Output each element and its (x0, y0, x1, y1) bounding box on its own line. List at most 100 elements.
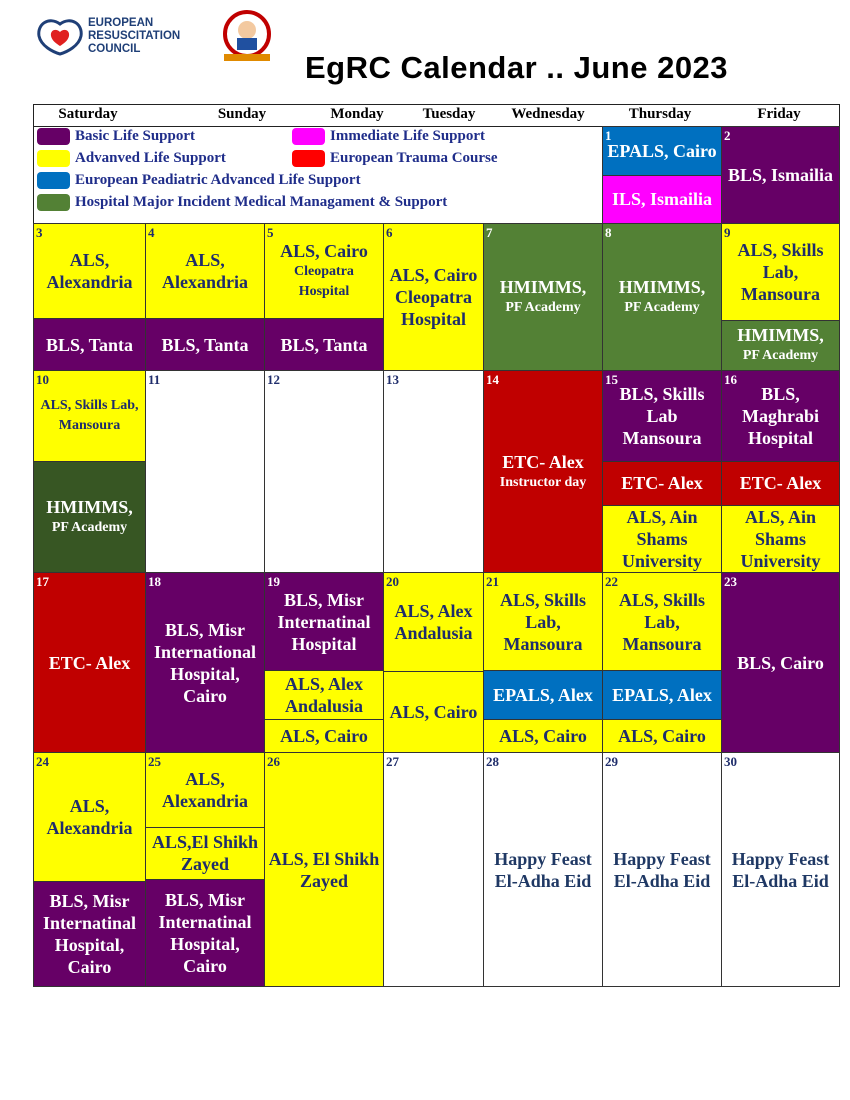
day-number: 13 (386, 372, 399, 387)
event: ALS, Skills Lab, Mansoura (603, 573, 721, 671)
event-title: BLS, Skills Lab Mansoura (619, 383, 705, 448)
event-title: ETC- Alex (621, 473, 703, 494)
event-title: Happy Feast El-Adha Eid (494, 848, 592, 891)
legend-swatch (37, 172, 70, 189)
event-title: EPALS, Alex (493, 685, 593, 706)
event: ALS, Skills Lab, Mansoura (722, 224, 839, 320)
event: Happy Feast El-Adha Eid (484, 753, 602, 986)
day-number: 17 (36, 574, 49, 589)
day-cell: ALS, Skills Lab, Mansoura HMIMMS, PF Acade… (33, 370, 146, 573)
day-cell: BLS, Misr Internatinal Hospital ALS, Alex… (264, 572, 384, 753)
event-title: Happy Feast El-Adha Eid (731, 848, 830, 891)
day-cell: ETC- Alex 17 (33, 572, 146, 753)
legend-label: Advanved Life Support (75, 150, 226, 166)
event: ALS, Alexandria (34, 753, 145, 881)
event-detail: PF Academy (624, 300, 700, 315)
event: BLS, Maghrabi Hospital (722, 371, 839, 461)
day-cell: ALS, Alex Andalusia ALS, Cairo 20 (383, 572, 484, 753)
day-number: 28 (486, 754, 499, 769)
event: Happy Feast El-Adha Eid (603, 753, 721, 986)
day-cell: 13 (383, 370, 484, 573)
event: ETC- Alex (603, 460, 721, 506)
event-title: ALS, Ain Shams University (622, 507, 702, 572)
event-title: BLS, Misr Internatinal Hospital, Cairo (158, 889, 252, 976)
event-title: ALS,El Shikh Zayed (151, 832, 259, 875)
day-cell: ALS, El Shikh Zayed 26 (264, 752, 384, 987)
event-title: ALS, Cairo (389, 701, 478, 722)
event-title: ALS, Skills Lab, Mansoura (737, 239, 824, 304)
logo-line: EUROPEAN (88, 17, 154, 29)
event: ALS, Cairo Cleopatra Hospital (384, 224, 483, 370)
event-title: ETC- Alex (739, 473, 822, 494)
day-cell: ALS, Alexandria BLS, Tanta 4 (145, 223, 265, 371)
day-number: 9 (724, 225, 731, 240)
event: BLS, Cairo (722, 573, 839, 752)
event-title: BLS, Misr International Hospital, Cairo (153, 619, 256, 706)
day-number: 15 (605, 372, 618, 387)
day-number: 11 (148, 372, 161, 387)
logo-line: RESUSCITATION (88, 30, 181, 42)
event-title: BLS, Tanta (45, 334, 134, 355)
legend-swatch (292, 150, 325, 167)
day-cell: BLS, Skills Lab Mansoura ETC- Alex ALS, Ai… (602, 370, 722, 573)
event-title: BLS, Ismailia (727, 165, 834, 185)
event: ALS, Alexandria (146, 753, 264, 827)
event-detail: PF Academy (51, 520, 128, 535)
day-number: 4 (148, 225, 155, 240)
event-title: ALS, Alex Andalusia (284, 674, 364, 717)
day-number: 24 (36, 754, 49, 769)
day-cell: ETC- Alex Instructor day 14 (483, 370, 603, 573)
legend-item: European Peadiatric Advanced Life Suppor… (37, 172, 361, 189)
event-title: ALS, Alex Andalusia (394, 600, 473, 643)
event: BLS, Misr Internatinal Hospital, Cairo (146, 878, 264, 986)
event-title: Happy Feast El-Adha Eid (613, 848, 711, 891)
day-cell: Happy Feast El-Adha Eid 30 (721, 752, 840, 987)
event-title: HMIMMS, (499, 277, 587, 297)
event-title: HMIMMS, (46, 497, 133, 517)
event-detail: PF Academy (742, 348, 819, 364)
day-cell: ALS, Cairo Cleopatra Hospital 6 (383, 223, 484, 371)
event: ALS, Alex Andalusia (265, 670, 383, 720)
event: ILS, Ismailia (603, 174, 721, 223)
day-number: 26 (267, 754, 280, 769)
event: ALS,El Shikh Zayed (146, 826, 264, 879)
event-detail: Instructor day (499, 474, 587, 490)
event: HMIMMS, PF Academy (603, 224, 721, 370)
event: HMIMMS, PF Academy (484, 224, 602, 370)
event-title: BLS, Cairo (737, 652, 824, 673)
day-cell: BLS, Maghrabi Hospital ETC- Alex ALS, Ain … (721, 370, 840, 573)
event: EPALS, Alex (484, 670, 602, 720)
day-number: 16 (724, 372, 737, 387)
day-number: 6 (386, 225, 393, 240)
event-title: ILS, Ismailia (611, 189, 713, 210)
event: EPALS, Alex (603, 670, 721, 720)
day-header: Thursday (628, 106, 692, 122)
event: BLS, Tanta (34, 318, 145, 370)
event: ALS, Alexandria (146, 224, 264, 319)
event: ALS, Cairo (265, 719, 383, 752)
event: ALS, El Shikh Zayed (265, 753, 383, 986)
day-number: 8 (605, 225, 612, 240)
day-header: Monday (330, 106, 384, 122)
event-title: BLS, Maghrabi Hospital (741, 383, 819, 448)
event-title: ALS, Cairo (618, 726, 706, 747)
event: BLS, Misr Internatinal Hospital, Cairo (34, 880, 145, 986)
erc-logo (37, 19, 83, 56)
event: ALS, Skills Lab, Mansoura (34, 371, 145, 461)
day-cell: HMIMMS, PF Academy 8 (602, 223, 722, 371)
event-detail: PF Academy (505, 300, 581, 315)
day-number: 1 (605, 128, 612, 143)
day-number: 25 (148, 754, 161, 769)
event-title: ALS, Ain Shams University (740, 507, 821, 572)
event-detail: Cleopatra Hospital (294, 264, 354, 300)
egrc-logo (223, 10, 271, 61)
event: BLS, Ismailia (722, 127, 839, 223)
event: BLS, Skills Lab Mansoura (603, 371, 721, 461)
day-cell: HMIMMS, PF Academy 7 (483, 223, 603, 371)
day-number: 21 (486, 574, 499, 589)
day-cell: ALS, Cairo Cleopatra Hospital BLS, Tanta 5 (264, 223, 384, 371)
day-header: Tuesday (422, 106, 476, 122)
event-title: ETC- Alex (502, 451, 584, 472)
event: ETC- Alex (34, 573, 145, 752)
